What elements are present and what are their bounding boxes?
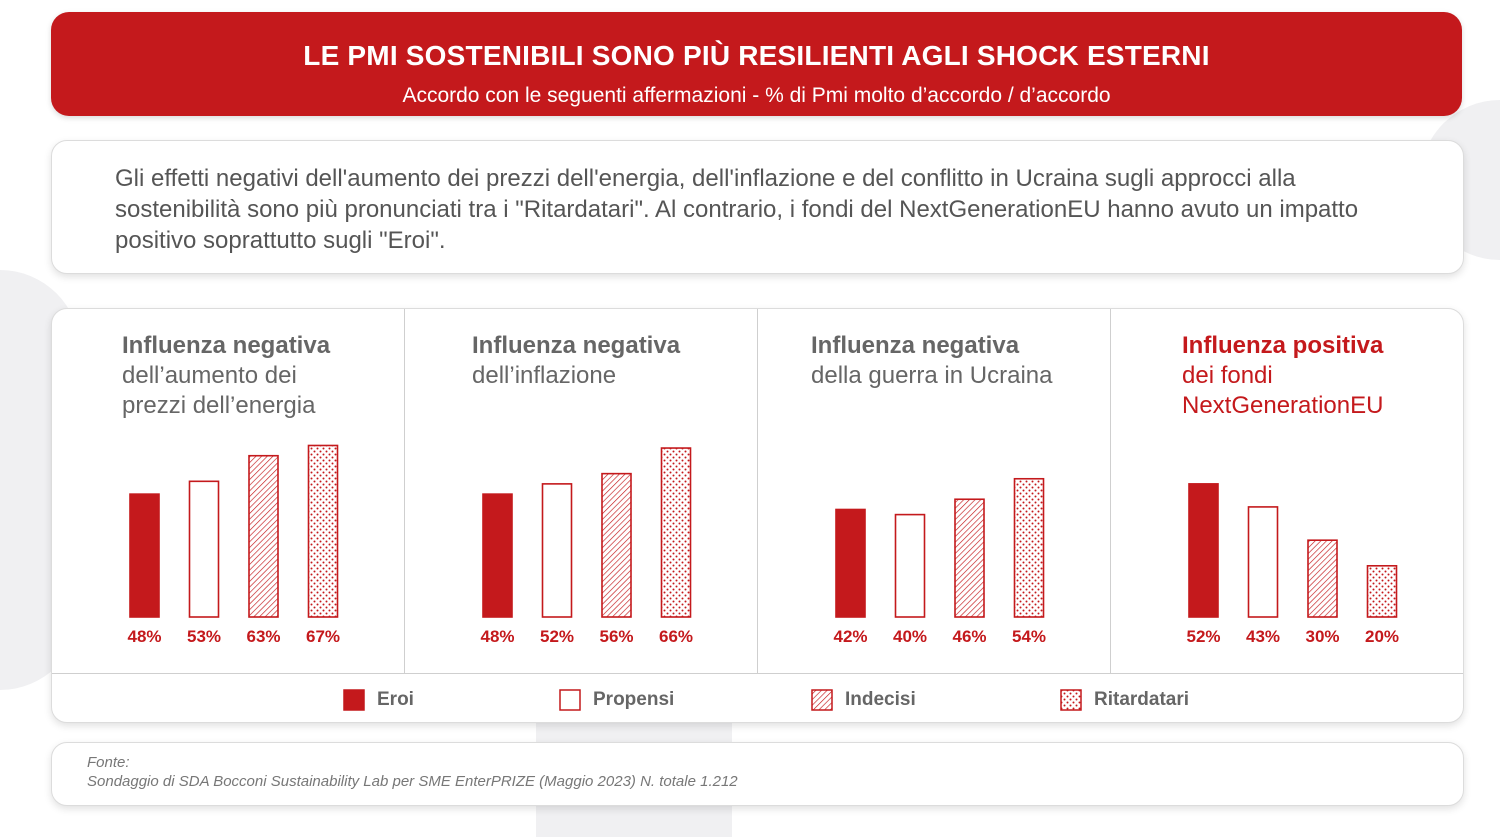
panel-title-line: dell’aumento dei	[122, 362, 297, 389]
data-label: 54%	[1012, 627, 1046, 646]
panel-divider	[1110, 309, 1111, 673]
chart-card: Influenza negativa dell’aumento dei prez…	[51, 308, 1464, 723]
bar-chart-war: 42% 40% 46% 54%	[833, 477, 1046, 646]
panel-title-line: NextGenerationEU	[1182, 392, 1384, 419]
chart-panel-war: Influenza negativa della guerra in Ucrai…	[758, 309, 1110, 673]
panel-title: Influenza negativa dell’aumento dei prez…	[122, 331, 330, 421]
bar-chart-energy: 48% 53% 63% 67%	[127, 444, 340, 646]
bar-outline	[188, 480, 220, 618]
data-label: 43%	[1246, 627, 1280, 646]
intro-card: Gli effetti negativi dell'aumento dei pr…	[51, 140, 1464, 274]
panel-title: Influenza positiva dei fondi NextGenerat…	[1182, 331, 1383, 421]
data-label: 48%	[127, 627, 161, 646]
data-label: 30%	[1305, 627, 1339, 646]
bar-solid	[129, 493, 160, 618]
legend-swatch-solid	[343, 689, 365, 711]
panel-title-bold: Influenza negativa	[122, 332, 331, 359]
bar-solid	[1188, 483, 1219, 618]
data-label: 48%	[480, 627, 514, 646]
bar-dotted	[1366, 564, 1398, 618]
data-label: 20%	[1365, 627, 1399, 646]
panel-title: Influenza negativa dell’inflazione	[472, 331, 680, 391]
panel-divider	[757, 309, 758, 673]
bar-hatched	[248, 454, 279, 618]
legend-swatch-hatched	[811, 689, 833, 711]
legend-label: Eroi	[377, 689, 414, 710]
chart-panel-inflation: Influenza negativa dell’inflazione 48% 52…	[405, 309, 757, 673]
bar-solid	[835, 508, 866, 618]
panel-title-line: dell’inflazione	[472, 362, 617, 389]
bar-dotted	[307, 444, 339, 618]
data-label: 52%	[540, 627, 574, 646]
panel-title-line: della guerra in Ucraina	[811, 362, 1053, 389]
legend-swatch-outline	[559, 689, 581, 711]
panel-title-bold: Influenza positiva	[1182, 332, 1384, 359]
chart-panel-energy: Influenza negativa dell’aumento dei prez…	[52, 309, 404, 673]
panel-title-bold: Influenza negativa	[811, 332, 1020, 359]
source-text: Sondaggio di SDA Bocconi Sustainability …	[87, 773, 738, 790]
legend-label: Indecisi	[845, 689, 916, 710]
bar-outline	[1247, 506, 1279, 618]
intro-text: Gli effetti negativi dell'aumento dei pr…	[115, 165, 1359, 254]
page-title: LE PMI SOSTENIBILI SONO PIÙ RESILIENTI A…	[303, 40, 1210, 71]
bar-dotted	[660, 447, 692, 618]
data-label: 52%	[1186, 627, 1220, 646]
legend-divider	[52, 673, 1463, 674]
source-card: Fonte: Sondaggio di SDA Bocconi Sustaina…	[51, 742, 1464, 806]
panel-divider	[404, 309, 405, 673]
panel-title: Influenza negativa della guerra in Ucrai…	[811, 331, 1052, 391]
bar-chart-nextgen: 52% 43% 30% 20%	[1186, 483, 1399, 646]
panel-title-line: prezzi dell’energia	[122, 392, 316, 419]
bar-hatched	[601, 472, 632, 618]
data-label: 66%	[659, 627, 693, 646]
data-label: 63%	[246, 627, 280, 646]
bar-outline	[541, 483, 573, 618]
chart-legend: Eroi Propensi Indecisi Ritardatari	[52, 687, 1463, 713]
bar-outline	[894, 513, 926, 618]
bar-dotted	[1013, 477, 1045, 618]
header-banner: LE PMI SOSTENIBILI SONO PIÙ RESILIENTI A…	[51, 12, 1462, 116]
data-label: 53%	[187, 627, 221, 646]
data-label: 42%	[833, 627, 867, 646]
data-label: 40%	[893, 627, 927, 646]
source-label: Fonte:	[87, 754, 130, 771]
data-label: 56%	[599, 627, 633, 646]
chart-panel-nextgen: Influenza positiva dei fondi NextGenerat…	[1111, 309, 1463, 673]
legend-label: Propensi	[593, 689, 675, 710]
legend-label: Ritardatari	[1094, 689, 1190, 710]
page-subtitle: Accordo con le seguenti affermazioni - %…	[402, 84, 1111, 107]
bar-solid	[482, 493, 513, 618]
data-label: 46%	[952, 627, 986, 646]
bar-hatched	[954, 498, 985, 618]
legend-swatch-dotted	[1060, 689, 1082, 711]
data-label: 67%	[306, 627, 340, 646]
panel-title-line: dei fondi	[1182, 362, 1273, 389]
panel-title-bold: Influenza negativa	[472, 332, 681, 359]
bar-hatched	[1307, 539, 1338, 618]
bar-chart-inflation: 48% 52% 56% 66%	[480, 447, 693, 646]
